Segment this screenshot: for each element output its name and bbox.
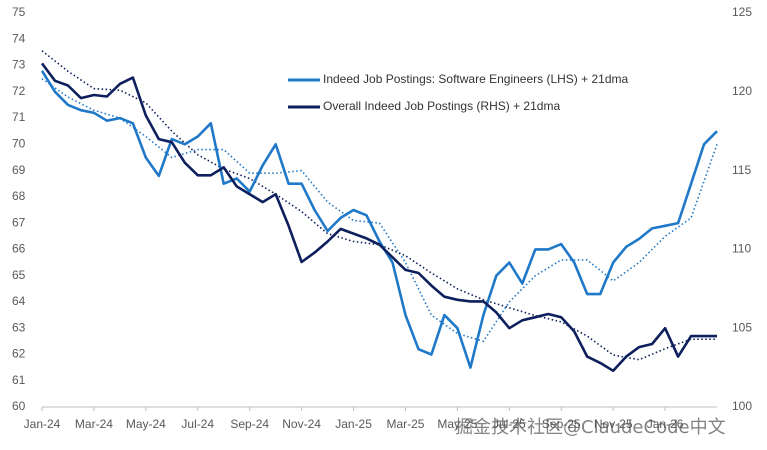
y-tick-label: 70	[12, 137, 26, 151]
y-tick-label: 64	[12, 294, 26, 308]
y-tick-label: 63	[12, 320, 26, 334]
y2-tick-label: 110	[732, 242, 751, 256]
y-tick-label: 72	[12, 84, 26, 98]
y-tick-label: 71	[12, 110, 26, 124]
y-tick-label: 73	[12, 58, 26, 72]
x-tick-label: Jan-25	[335, 417, 372, 431]
y2-tick-label: 115	[732, 163, 751, 177]
x-tick-label: Jan-26	[647, 417, 684, 431]
x-tick-label: May-25	[437, 417, 477, 431]
y-tick-label: 65	[12, 268, 26, 282]
x-tick-label: Jan-24	[24, 417, 61, 431]
trend-line	[41, 50, 717, 361]
x-tick-label: Sep-24	[230, 417, 269, 431]
x-tick-label: Mar-25	[386, 417, 424, 431]
watermark: 掘金技术社区@ClaudeCode中文	[455, 417, 726, 438]
y-tick-label: 74	[12, 31, 26, 45]
x-tick-label: Mar-24	[75, 417, 113, 431]
series-line	[40, 70, 718, 369]
legend-label: Indeed Job Postings: Software Engineers …	[323, 72, 629, 86]
x-tick-label: Jul-25	[493, 417, 526, 431]
y2-tick-label: 125	[732, 5, 752, 19]
y-tick-label: 61	[12, 373, 26, 387]
y-tick-label: 68	[12, 189, 26, 203]
y-tick-label: 69	[12, 163, 26, 177]
y-tick-label: 60	[12, 399, 26, 413]
y-tick-label: 62	[12, 347, 26, 361]
y-tick-label: 75	[12, 5, 26, 19]
x-tick-label: May-24	[126, 417, 166, 431]
x-tick-label: Sep-25	[542, 417, 581, 431]
series-line	[40, 62, 717, 373]
legend-label: Overall Indeed Job Postings (RHS) + 21dm…	[323, 99, 560, 113]
x-tick-label: Jul-24	[181, 417, 214, 431]
x-tick-label: Nov-24	[282, 417, 321, 431]
y-tick-label: 66	[12, 242, 26, 256]
trend-line	[41, 78, 718, 343]
y2-tick-label: 120	[732, 84, 752, 98]
y-tick-label: 67	[12, 215, 26, 229]
y2-tick-label: 105	[732, 320, 752, 334]
y2-tick-label: 100	[732, 399, 752, 413]
x-tick-label: Nov-25	[594, 417, 633, 431]
